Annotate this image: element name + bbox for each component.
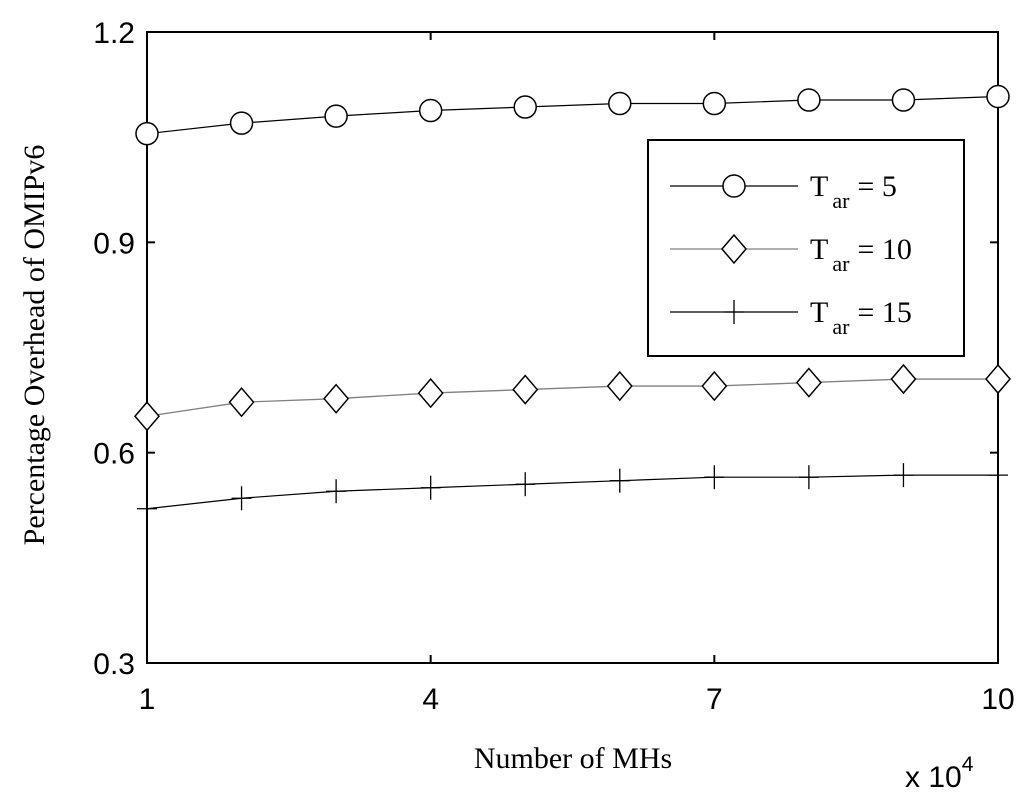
diamond-marker (134, 401, 160, 432)
series-2 (134, 363, 1011, 432)
diamond-marker (721, 233, 747, 265)
x-tick-label: 1 (139, 683, 156, 716)
diamond-marker (228, 387, 255, 418)
circle-marker (418, 98, 443, 123)
diamond-marker (323, 383, 350, 414)
circle-marker (229, 111, 254, 135)
diamond-marker (701, 370, 728, 402)
series-line (146, 95, 999, 135)
circle-marker (797, 88, 821, 112)
circle-marker (891, 88, 916, 112)
plus-marker (724, 300, 744, 324)
plus-marker (798, 465, 819, 490)
series-1 (135, 84, 1010, 146)
diamond-marker (606, 370, 633, 402)
y-axis-title: Percentage Overhead of OMIPv6 (18, 145, 51, 546)
axes: 1 4 7 10 0.3 0.6 0.9 1.2 (93, 17, 1014, 716)
x-multiplier-label: x 104 (905, 753, 974, 793)
diamond-marker (985, 363, 1011, 395)
plus-marker (609, 468, 630, 493)
series-line (146, 378, 998, 417)
diamond-marker (417, 377, 444, 409)
plus-marker (893, 463, 914, 488)
diamond-marker (890, 363, 917, 395)
circle-marker (513, 95, 537, 119)
series-3 (137, 463, 1008, 521)
y-tick-label: 0.3 (93, 648, 135, 681)
circle-marker (722, 174, 746, 198)
legend-box (647, 139, 965, 357)
plus-marker (137, 496, 157, 521)
circle-marker (702, 91, 727, 116)
plus-marker (515, 472, 536, 497)
plus-marker (326, 479, 347, 504)
y-tick-label: 0.6 (93, 438, 135, 471)
y-tick-label: 0.9 (93, 227, 135, 260)
x-tick-label: 10 (981, 683, 1014, 716)
plus-marker (704, 465, 725, 490)
series-line (146, 474, 998, 510)
diamond-marker (512, 374, 539, 405)
plus-marker (231, 486, 252, 511)
plus-marker (420, 475, 441, 500)
plot-frame (146, 31, 999, 664)
x-axis-title: Number of MHs (474, 742, 672, 775)
circle-marker (986, 84, 1010, 109)
x-tick-label: 4 (422, 683, 439, 716)
x-tick-label: 7 (706, 683, 723, 716)
y-tick-label: 1.2 (93, 17, 135, 50)
diamond-marker (795, 367, 822, 398)
plus-marker (988, 463, 1008, 488)
series-group (134, 84, 1011, 521)
circle-marker (135, 121, 159, 146)
circle-marker (608, 91, 632, 116)
circle-marker (324, 104, 348, 128)
x-multiplier-exponent: 4 (962, 753, 974, 776)
